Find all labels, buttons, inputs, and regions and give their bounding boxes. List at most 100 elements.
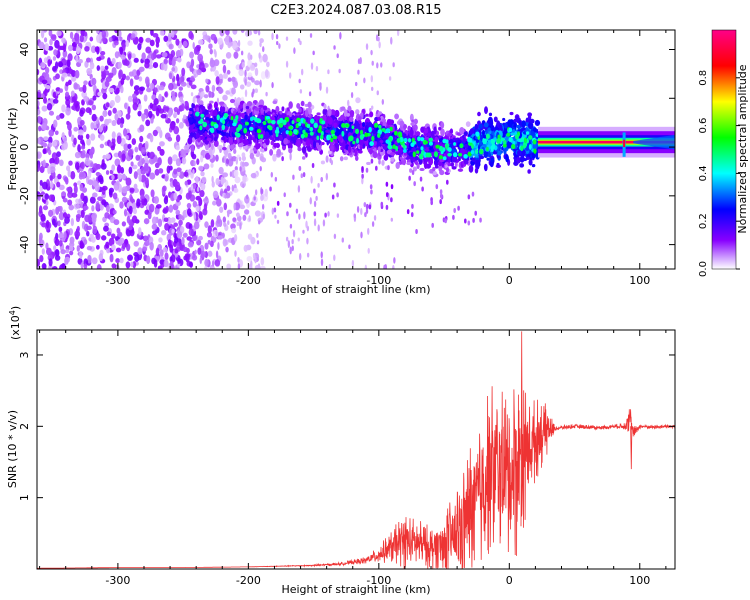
noise-cell — [110, 145, 115, 151]
band-cell — [487, 152, 492, 158]
band-cell — [409, 129, 414, 137]
noise-cell — [151, 53, 155, 61]
band-peak-cell — [368, 126, 372, 133]
noise-cell — [333, 45, 336, 50]
noise-cell — [211, 175, 214, 183]
noise-cell — [370, 86, 374, 91]
outlier-cell — [411, 170, 415, 176]
noise-cell — [219, 148, 222, 153]
band-cell — [502, 117, 506, 122]
noise-cell — [183, 255, 188, 261]
band-peak-cell — [438, 155, 443, 160]
noise-cell — [226, 263, 232, 269]
noise-cell — [230, 223, 236, 230]
noise-cell — [291, 245, 294, 252]
band-cell — [489, 119, 494, 127]
noise-cell — [56, 181, 61, 188]
noise-cell — [188, 30, 194, 39]
snr-ylabel: SNR (10 * v/v) — [6, 410, 19, 488]
noise-cell — [119, 36, 123, 42]
band-cell — [206, 137, 212, 142]
noise-cell — [252, 88, 255, 95]
noise-cell — [167, 156, 173, 165]
noise-cell — [69, 245, 74, 252]
band-cell — [419, 167, 425, 172]
band-cell — [468, 164, 474, 173]
band-cell — [513, 118, 517, 123]
outlier-cell — [467, 220, 471, 226]
band-peak-cell — [485, 133, 490, 140]
noise-cell — [169, 122, 175, 130]
band-cell — [190, 144, 195, 153]
band-cell — [357, 116, 362, 121]
band-peak-cell — [256, 128, 262, 134]
noise-cell — [336, 213, 340, 218]
noise-cell — [249, 64, 256, 71]
noise-cell — [138, 173, 142, 182]
noise-cell — [350, 91, 354, 99]
y-tick-label: 2 — [18, 423, 31, 430]
noise-cell — [70, 90, 75, 97]
band-cell — [196, 124, 201, 129]
noise-cell — [83, 195, 88, 205]
noise-cell — [99, 50, 106, 56]
noise-cell — [170, 254, 176, 263]
noise-cell — [65, 107, 71, 116]
noise-cell — [134, 146, 139, 153]
noise-cell — [241, 152, 246, 158]
x-tick-label: -100 — [366, 574, 391, 587]
noise-cell — [141, 157, 145, 165]
noise-cell — [42, 205, 49, 211]
noise-cell — [75, 203, 80, 209]
noise-cell — [68, 160, 73, 166]
band-cell — [486, 157, 490, 161]
noise-cell — [259, 41, 262, 48]
noise-cell — [62, 49, 68, 58]
outlier-cell — [472, 217, 475, 223]
noise-cell — [37, 68, 40, 76]
noise-cell — [105, 153, 111, 159]
outlier-cell — [361, 166, 364, 172]
noise-cell — [207, 250, 213, 257]
noise-cell — [190, 184, 194, 191]
noise-cell — [119, 201, 124, 209]
noise-cell — [121, 153, 126, 162]
noise-cell — [134, 254, 140, 262]
noise-cell — [223, 72, 228, 79]
band-cell — [353, 148, 358, 157]
band-cell — [440, 121, 445, 129]
noise-cell — [237, 39, 241, 48]
noise-cell — [48, 142, 53, 148]
noise-cell — [285, 236, 289, 242]
band-cell — [229, 98, 236, 104]
noise-cell — [310, 62, 314, 70]
noise-cell — [338, 68, 341, 74]
band-cell — [366, 161, 371, 165]
noise-cell — [200, 171, 205, 177]
noise-cell — [48, 129, 55, 137]
band-cell — [527, 112, 533, 117]
noise-cell — [88, 170, 92, 179]
band-cell — [198, 100, 204, 106]
noise-cell — [364, 264, 368, 269]
noise-cell — [170, 90, 176, 97]
noise-cell — [65, 81, 69, 87]
noise-cell — [79, 119, 85, 126]
band-peak-cell — [210, 121, 215, 127]
band-cell — [188, 116, 194, 124]
band-cell — [260, 107, 264, 114]
band-cell — [222, 106, 226, 113]
outlier-cell — [390, 197, 393, 203]
noise-cell — [96, 65, 101, 71]
noise-cell — [98, 125, 103, 133]
noise-cell — [193, 73, 197, 79]
noise-cell — [125, 261, 131, 269]
noise-cell — [79, 240, 84, 249]
outlier-cell — [390, 184, 394, 190]
noise-cell — [292, 174, 295, 180]
noise-cell — [241, 61, 245, 68]
band-cell — [424, 136, 430, 140]
noise-cell — [46, 102, 53, 111]
outlier-cell — [439, 193, 443, 199]
